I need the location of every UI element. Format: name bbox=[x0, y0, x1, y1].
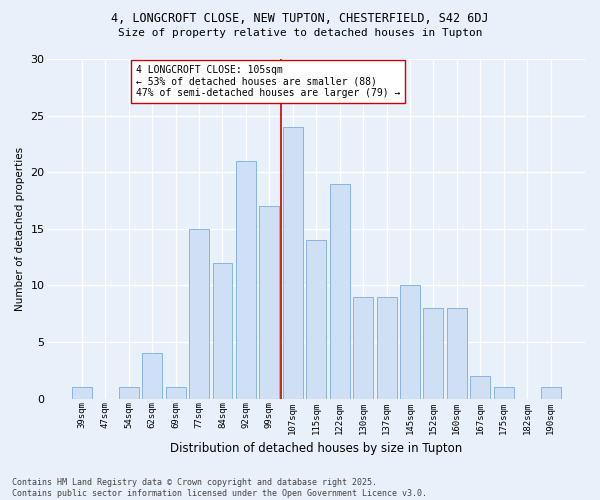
Bar bbox=[330, 184, 350, 398]
Bar bbox=[119, 388, 139, 398]
Bar bbox=[494, 388, 514, 398]
X-axis label: Distribution of detached houses by size in Tupton: Distribution of detached houses by size … bbox=[170, 442, 463, 455]
Text: Contains HM Land Registry data © Crown copyright and database right 2025.
Contai: Contains HM Land Registry data © Crown c… bbox=[12, 478, 427, 498]
Bar bbox=[447, 308, 467, 398]
Bar bbox=[72, 388, 92, 398]
Bar bbox=[236, 161, 256, 398]
Bar bbox=[353, 296, 373, 398]
Bar bbox=[189, 229, 209, 398]
Text: 4 LONGCROFT CLOSE: 105sqm
← 53% of detached houses are smaller (88)
47% of semi-: 4 LONGCROFT CLOSE: 105sqm ← 53% of detac… bbox=[136, 64, 400, 98]
Bar bbox=[283, 127, 303, 398]
Bar bbox=[400, 286, 420, 399]
Bar bbox=[142, 354, 162, 399]
Bar bbox=[470, 376, 490, 398]
Y-axis label: Number of detached properties: Number of detached properties bbox=[15, 147, 25, 311]
Bar bbox=[259, 206, 280, 398]
Bar bbox=[166, 388, 185, 398]
Bar bbox=[541, 388, 560, 398]
Text: Size of property relative to detached houses in Tupton: Size of property relative to detached ho… bbox=[118, 28, 482, 38]
Bar bbox=[377, 296, 397, 398]
Bar bbox=[424, 308, 443, 398]
Bar bbox=[212, 263, 232, 398]
Text: 4, LONGCROFT CLOSE, NEW TUPTON, CHESTERFIELD, S42 6DJ: 4, LONGCROFT CLOSE, NEW TUPTON, CHESTERF… bbox=[111, 12, 489, 26]
Bar bbox=[306, 240, 326, 398]
